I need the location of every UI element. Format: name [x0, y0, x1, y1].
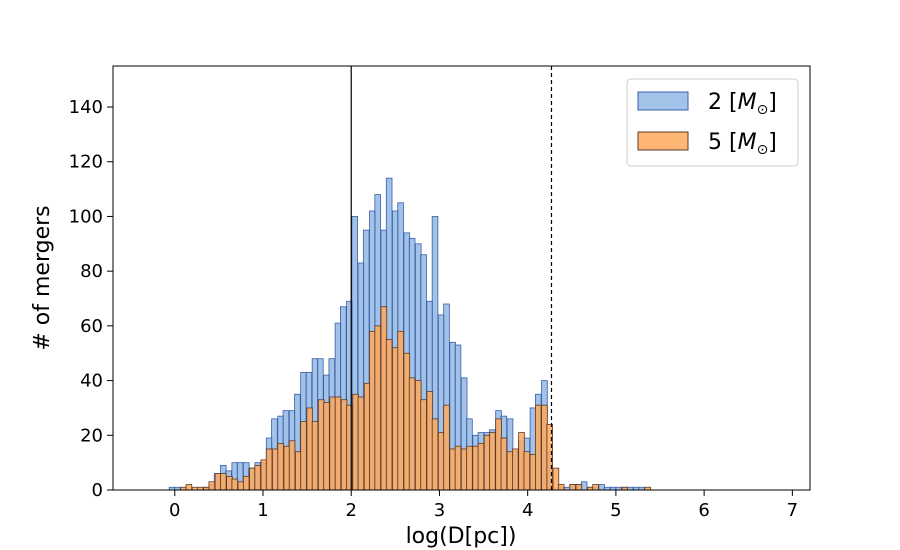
histogram-bar — [226, 475, 233, 491]
histogram-bar — [408, 377, 416, 491]
histogram-bar — [437, 432, 445, 491]
histogram-bar — [449, 448, 456, 491]
histogram-bar — [306, 407, 314, 491]
histogram-bar — [385, 339, 393, 491]
histogram-bar — [506, 451, 514, 491]
legend: 2 [M⊙] 5 [M⊙] — [626, 78, 799, 167]
histogram-bar — [460, 448, 468, 491]
histogram-bar — [466, 445, 473, 491]
histogram-bar — [242, 475, 250, 491]
y-tick-label: 40 — [80, 371, 103, 392]
histogram-bar — [518, 432, 525, 491]
x-tick-label: 4 — [522, 500, 533, 521]
histogram-bar — [260, 459, 268, 491]
plot-frame — [112, 65, 811, 491]
reference-lines — [350, 66, 553, 490]
histogram-bar — [512, 448, 519, 491]
histogram-bar — [323, 402, 330, 491]
x-axis-title: log(D[pc]) — [406, 524, 517, 549]
legend-label: 2 [M⊙] — [708, 90, 777, 118]
histogram-bar — [237, 481, 245, 491]
histogram-bar — [295, 451, 302, 491]
histogram-bar — [454, 445, 462, 491]
histogram-bar — [397, 330, 404, 491]
histogram-bar — [185, 484, 193, 491]
x-tick-label: 7 — [787, 500, 798, 521]
histogram-bar — [340, 399, 348, 491]
histogram-bar — [472, 445, 479, 491]
histogram-bar — [426, 391, 434, 491]
histogram-bar — [477, 443, 485, 491]
y-tick-label: 20 — [80, 425, 103, 446]
y-tick-label: 60 — [80, 316, 103, 337]
histogram-bar — [392, 347, 399, 491]
y-tick-label: 0 — [92, 480, 103, 501]
histogram-bar — [443, 404, 450, 491]
x-tick-label: 0 — [169, 500, 180, 521]
x-tick-label: 2 — [345, 500, 356, 521]
histogram-bar — [277, 443, 284, 491]
histogram-bar — [483, 434, 491, 491]
legend-swatch — [637, 91, 689, 111]
x-tick-label: 5 — [610, 500, 621, 521]
histogram-bar — [329, 396, 336, 491]
histogram-bar — [249, 467, 256, 491]
histogram-bar — [214, 473, 222, 491]
histogram-bar — [431, 418, 439, 491]
histogram-bar — [580, 481, 588, 491]
histogram-bar — [283, 445, 291, 491]
histogram-bar — [592, 484, 599, 491]
histogram-bar — [357, 396, 365, 491]
histogram-bar — [363, 382, 371, 491]
histogram-bar — [317, 399, 325, 491]
histogram-bar — [231, 478, 239, 491]
histogram-bar — [523, 451, 531, 491]
histogram-bar — [374, 325, 381, 491]
histogram-bar — [334, 396, 342, 491]
histogram-bar — [420, 399, 427, 491]
histogram-bar — [220, 473, 227, 491]
y-axis-title: # of mergers — [30, 205, 55, 350]
histogram-bar — [534, 404, 542, 491]
legend-label: 5 [M⊙] — [708, 130, 777, 158]
y-tick-label: 120 — [69, 152, 103, 173]
histogram-bar — [552, 467, 560, 491]
histogram-bar — [541, 404, 548, 491]
y-tick-label: 80 — [80, 261, 103, 282]
histogram-bar — [288, 440, 296, 491]
histogram-bar — [208, 481, 216, 491]
x-axis: 0 1 2 3 4 5 6 7 — [169, 490, 798, 521]
series-2-bars — [180, 306, 651, 491]
histogram-bar — [380, 306, 388, 491]
histogram-bar — [569, 484, 576, 491]
histogram-bar — [500, 437, 508, 491]
x-tick-label: 3 — [434, 500, 445, 521]
histogram-bar — [557, 484, 565, 491]
histogram-bar — [352, 393, 359, 491]
histogram-bar — [369, 330, 376, 491]
histogram-bar — [415, 380, 422, 491]
histogram-bar — [598, 484, 606, 491]
histogram-bars — [168, 177, 651, 491]
histogram-bar — [489, 432, 496, 491]
histogram-bar — [265, 448, 273, 491]
x-tick-label: 6 — [698, 500, 709, 521]
histogram-bar — [575, 484, 583, 491]
histogram-bar — [300, 421, 307, 491]
histogram-bar — [272, 448, 279, 491]
histogram-bar — [311, 421, 319, 491]
histogram-bar — [403, 352, 411, 491]
histogram-bar — [529, 454, 537, 491]
y-tick-label: 100 — [69, 206, 103, 227]
legend-swatch — [637, 131, 689, 151]
y-tick-label: 140 — [69, 97, 103, 118]
histogram-bar — [495, 418, 502, 491]
histogram-bar — [254, 464, 261, 491]
x-tick-label: 1 — [257, 500, 268, 521]
y-axis: 0 20 40 60 80 100 120 140 — [69, 97, 113, 501]
